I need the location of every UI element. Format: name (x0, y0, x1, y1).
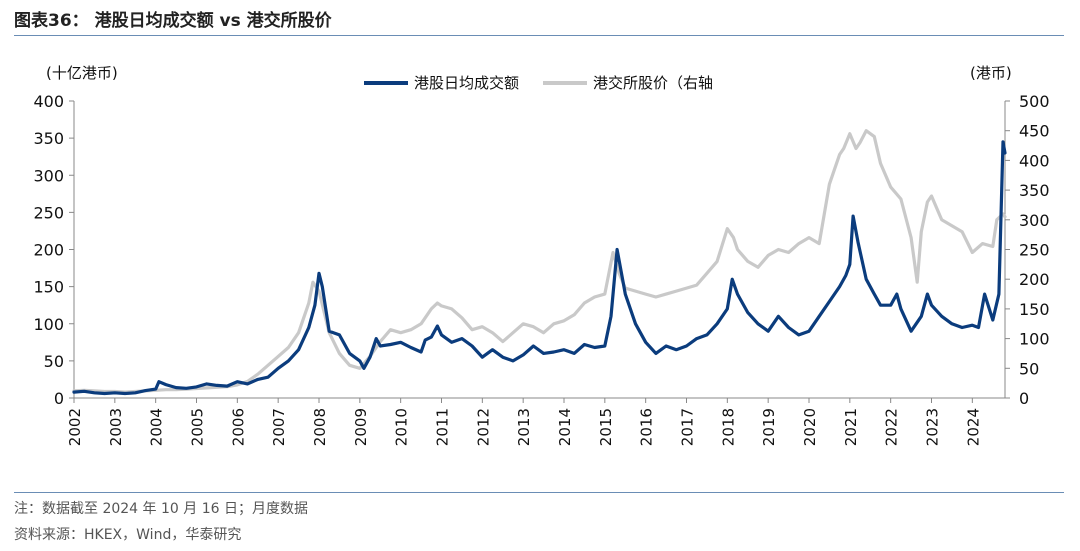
x-tick-label: 2008 (311, 408, 329, 446)
legend-swatch-hkex-price (543, 80, 588, 85)
footer-rule (14, 492, 1064, 493)
x-tick-label: 2023 (924, 408, 942, 446)
figure-note: 注：数据截至 2024 年 10 月 16 日；月度数据 (14, 501, 308, 517)
left-tick-label: 150 (33, 278, 64, 297)
left-tick-label: 0 (54, 389, 64, 408)
left-tick-label: 100 (33, 315, 64, 334)
x-tick-label: 2011 (434, 408, 452, 446)
x-tick-label: 2021 (842, 408, 860, 446)
right-tick-label: 100 (1019, 330, 1050, 349)
right-tick-label: 300 (1019, 211, 1050, 230)
left-tick-label: 200 (33, 241, 64, 260)
left-axis-unit: (十亿港币) (46, 64, 118, 82)
x-tick-label: 2016 (638, 408, 656, 446)
right-tick-label: 0 (1019, 389, 1029, 408)
series-line-hkex-price (72, 129, 1007, 394)
left-tick-label: 300 (33, 166, 64, 185)
x-tick-label: 2022 (883, 408, 901, 446)
right-tick-label: 50 (1019, 359, 1039, 378)
right-tick-label: 200 (1019, 270, 1050, 289)
x-tick-label: 2015 (597, 408, 615, 446)
x-tick-label: 2013 (515, 408, 533, 446)
x-tick-label: 2019 (760, 408, 778, 446)
x-tick-label: 2006 (229, 408, 247, 446)
x-tick-label: 2018 (719, 408, 737, 446)
right-tick-label: 450 (1019, 122, 1050, 141)
legend-swatch-turnover (364, 80, 408, 85)
x-tick-label: 2024 (964, 408, 982, 446)
figure-title: 图表36： 港股日均成交额 vs 港交所股价 (14, 11, 332, 31)
x-tick-label: 2012 (474, 408, 492, 446)
line-chart: 0 50 100 150 200 250 300 350 400 0 50 100 150 200 250 3… (33, 92, 1050, 446)
x-tick-label: 2010 (393, 408, 411, 446)
legend-label-hkex-price: 港交所股价（右轴 (593, 74, 714, 92)
chart-legend: 港股日均成交额 港交所股价（右轴 (364, 72, 737, 93)
x-tick-label: 2004 (148, 408, 166, 446)
x-tick-label: 2009 (352, 408, 370, 446)
x-tick-label: 2007 (270, 408, 288, 446)
figure-source: 资料来源：HKEX，Wind，华泰研究 (14, 527, 242, 543)
right-tick-label: 150 (1019, 300, 1050, 319)
legend-item-turnover: 港股日均成交额 (364, 72, 519, 93)
right-axis-unit: (港币) (970, 64, 1012, 82)
title-rule (14, 35, 1064, 36)
legend-label-turnover: 港股日均成交额 (414, 74, 520, 92)
left-tick-label: 50 (44, 352, 64, 371)
x-tick-label: 2017 (679, 408, 697, 446)
right-tick-label: 400 (1019, 151, 1050, 170)
x-tick-label: 2002 (66, 408, 84, 446)
x-tick-label: 2005 (189, 408, 207, 446)
left-tick-label: 250 (33, 203, 64, 222)
series-line-turnover (72, 140, 1007, 396)
x-tick-label: 2014 (556, 408, 574, 446)
right-tick-label: 350 (1019, 181, 1050, 200)
right-tick-label: 500 (1019, 92, 1050, 111)
left-tick-label: 350 (33, 129, 64, 148)
right-tick-label: 250 (1019, 241, 1050, 260)
x-tick-label: 2003 (107, 408, 125, 446)
left-tick-label: 400 (33, 92, 64, 111)
legend-item-hkex-price: 港交所股价（右轴 (543, 72, 713, 93)
x-tick-label: 2020 (801, 408, 819, 446)
